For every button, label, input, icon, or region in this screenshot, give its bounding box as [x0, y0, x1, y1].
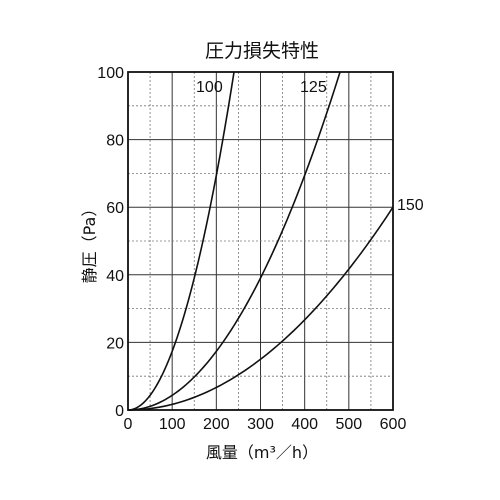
y-tick-label: 40 — [106, 268, 124, 285]
x-tick-label: 300 — [247, 416, 274, 433]
x-tick-label: 200 — [203, 416, 230, 433]
y-tick-label: 100 — [97, 65, 124, 82]
curve-150 — [127, 206, 394, 411]
x-axis-label: 風量（m³／h） — [206, 443, 318, 462]
x-tick-label: 0 — [124, 416, 133, 433]
y-tick-labels: 0 20 40 60 80 100 — [97, 65, 124, 420]
x-tick-labels: 0 100 200 300 400 500 600 — [124, 416, 407, 433]
y-tick-label: 80 — [106, 133, 124, 150]
y-axis-label: 静圧（Pa） — [80, 201, 99, 284]
curve-labels: 100 125 150 — [196, 79, 424, 214]
curve-125 — [127, 71, 341, 411]
x-tick-label: 100 — [159, 416, 186, 433]
x-tick-label: 400 — [291, 416, 318, 433]
curve-label-100: 100 — [196, 79, 223, 96]
chart-title: 圧力損失特性 — [205, 40, 319, 62]
curve-label-150: 150 — [397, 197, 424, 214]
curve-100 — [127, 71, 235, 411]
x-tick-label: 600 — [380, 416, 407, 433]
plot-frame — [127, 71, 394, 411]
x-tick-label: 500 — [335, 416, 362, 433]
curve-label-125: 125 — [300, 79, 327, 96]
y-tick-label: 0 — [115, 403, 124, 420]
curves — [127, 71, 394, 411]
y-tick-label: 20 — [106, 335, 124, 352]
y-tick-label: 60 — [106, 200, 124, 217]
